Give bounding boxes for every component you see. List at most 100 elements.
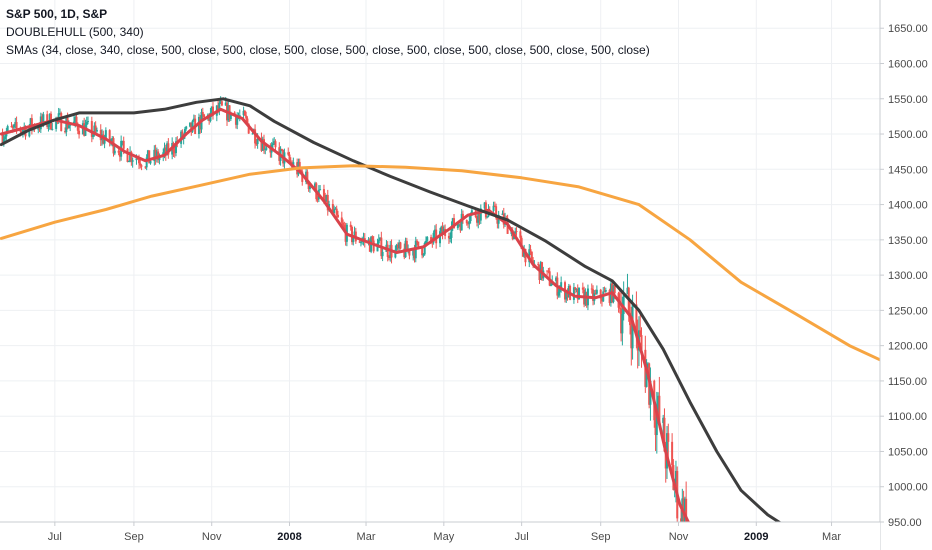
- candle-body: [403, 248, 406, 258]
- time-tick-label: 2008: [277, 531, 301, 543]
- candle-body: [432, 232, 435, 243]
- candle-body: [55, 117, 58, 129]
- candle-body: [58, 113, 61, 115]
- candle-body: [67, 125, 70, 129]
- candle-body: [76, 123, 79, 131]
- candle-body: [308, 186, 311, 190]
- candle-body: [478, 209, 481, 221]
- candle-body: [667, 433, 670, 442]
- candle-body: [158, 156, 161, 161]
- time-axis-background: [0, 522, 880, 550]
- candle-body: [64, 131, 67, 133]
- candle-body: [316, 199, 319, 201]
- candle-body: [674, 470, 677, 486]
- candle-body: [144, 166, 147, 168]
- price-axis[interactable]: 950.00 1000.00 1050.00 1100.00 1150.00 1200.0…: [879, 0, 932, 550]
- candle-body: [479, 208, 482, 221]
- symbol-title[interactable]: S&P 500, 1D, S&P: [6, 7, 108, 21]
- candle-body: [334, 208, 337, 210]
- series-line-sma34: [0, 107, 692, 527]
- time-tick-label: Sep: [591, 531, 611, 543]
- candle-body: [307, 183, 310, 190]
- candle-body: [210, 106, 213, 113]
- candle-body: [575, 288, 578, 290]
- candle-body: [185, 126, 188, 129]
- candle-body: [352, 237, 355, 243]
- price-tick-label: 1300.00: [888, 270, 928, 282]
- candle-body: [558, 287, 561, 292]
- time-tick-label: Mar: [822, 531, 841, 543]
- candle-body: [326, 194, 329, 211]
- candle-body: [456, 224, 459, 229]
- candle-body: [629, 312, 632, 326]
- candle-body: [104, 130, 107, 139]
- candle-body: [47, 124, 50, 127]
- indicator-doublehull-label[interactable]: DOUBLEHULL (500, 340): [6, 25, 144, 39]
- candle-body: [519, 231, 522, 238]
- candle-body: [146, 150, 149, 158]
- candle-body: [340, 217, 343, 223]
- candle-body: [468, 221, 471, 225]
- candle-body: [247, 123, 250, 134]
- price-tick-label: 1650.00: [888, 23, 928, 35]
- candle-body: [655, 409, 658, 436]
- candle-body: [359, 242, 362, 244]
- candle-body: [155, 151, 158, 160]
- candle-body: [600, 298, 603, 302]
- candle-body: [78, 130, 81, 135]
- candle-body: [14, 121, 17, 125]
- candle-body: [416, 240, 419, 242]
- candle-body: [121, 140, 124, 142]
- candle-body: [451, 218, 454, 227]
- candle-body: [412, 250, 415, 256]
- time-tick-label: Jul: [515, 531, 529, 543]
- candle-body: [13, 124, 16, 128]
- candle-body: [129, 151, 132, 162]
- candle-body: [458, 224, 461, 226]
- candle-body: [299, 169, 302, 172]
- candle-body: [530, 251, 533, 261]
- price-tick-label: 1000.00: [888, 482, 928, 494]
- candle-body: [255, 143, 258, 145]
- candle-body: [618, 307, 621, 309]
- indicator-smas-label[interactable]: SMAs (34, close, 340, close, 500, close,…: [6, 43, 650, 57]
- candle-body: [358, 241, 361, 243]
- candle-body: [658, 395, 661, 423]
- candle-body: [191, 120, 194, 132]
- candle-body: [399, 242, 402, 249]
- candle-body: [680, 518, 683, 522]
- candle-body: [572, 287, 575, 300]
- candle-body: [175, 141, 177, 154]
- candle-body: [127, 161, 130, 163]
- candle-body: [103, 138, 106, 144]
- candle-body: [148, 150, 151, 164]
- candle-body: [243, 110, 246, 116]
- candle-body: [117, 150, 120, 153]
- candle-body: [325, 194, 328, 202]
- time-axis[interactable]: Jul Sep Nov 2008 Mar May Jul Sep Nov 2009 Mar: [0, 521, 880, 550]
- candle-body: [621, 314, 624, 334]
- candle-body: [343, 225, 346, 228]
- candle-body: [333, 209, 336, 214]
- candle-body: [576, 288, 579, 300]
- candle-body: [381, 251, 384, 257]
- candle-body: [87, 121, 89, 123]
- candle-body: [417, 241, 420, 249]
- candle-body: [537, 263, 540, 265]
- time-tick-label: Nov: [669, 531, 689, 543]
- candle-body: [423, 242, 426, 255]
- candle-body: [368, 239, 371, 252]
- candle-body: [153, 149, 156, 162]
- candle-body: [280, 148, 283, 150]
- candle-body: [465, 220, 468, 224]
- candle-body: [547, 270, 550, 272]
- candle-body: [630, 325, 633, 349]
- candle-body: [599, 289, 602, 299]
- candle-body: [450, 226, 453, 238]
- moving-average-lines: [0, 97, 882, 527]
- candle-body: [467, 223, 470, 225]
- candle-body: [271, 143, 274, 146]
- candle-body: [173, 152, 176, 154]
- candle-body: [48, 113, 51, 125]
